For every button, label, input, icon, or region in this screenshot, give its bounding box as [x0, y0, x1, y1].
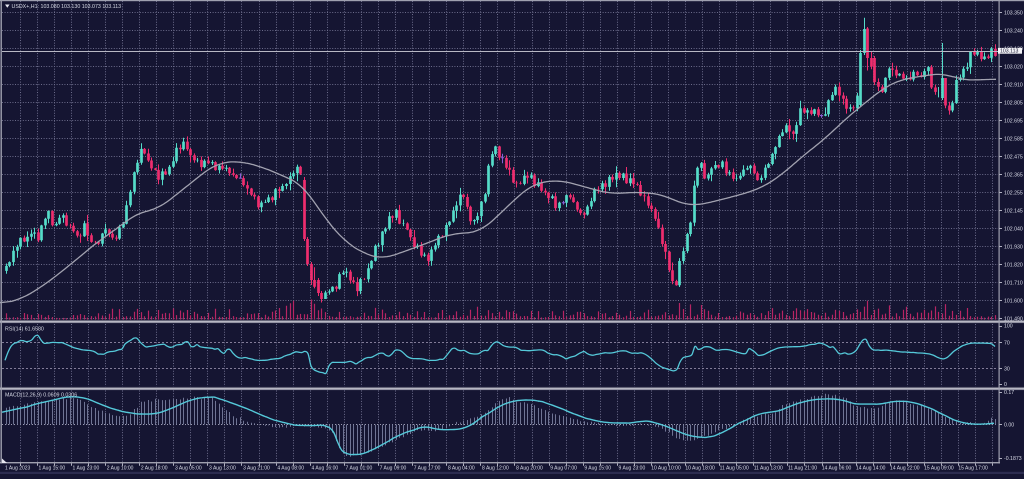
svg-text:102.910: 102.910: [1004, 82, 1023, 88]
svg-text:0.17: 0.17: [1004, 390, 1014, 396]
svg-text:102.255: 102.255: [1004, 190, 1023, 196]
svg-text:1 Aug 2023: 1 Aug 2023: [5, 466, 31, 472]
svg-text:11 Aug 05:00: 11 Aug 05:00: [720, 466, 749, 472]
svg-text:RSI(14) 61.6580: RSI(14) 61.6580: [5, 327, 44, 333]
svg-text:15 Aug 09:00: 15 Aug 09:00: [924, 466, 954, 472]
svg-text:101.930: 101.930: [1004, 244, 1023, 250]
svg-text:10 Aug 10:00: 10 Aug 10:00: [651, 466, 681, 472]
svg-text:11 Aug 21:00: 11 Aug 21:00: [788, 466, 817, 472]
svg-text:9 Aug 15:00: 9 Aug 15:00: [584, 466, 611, 472]
svg-text:7 Aug 01:00: 7 Aug 01:00: [346, 466, 373, 472]
svg-text:1 Aug 23:00: 1 Aug 23:00: [73, 466, 100, 472]
svg-text:101.820: 101.820: [1004, 262, 1023, 268]
svg-text:102.695: 102.695: [1004, 118, 1023, 124]
svg-text:103.020: 103.020: [1004, 64, 1023, 70]
svg-text:9 Aug 23:00: 9 Aug 23:00: [619, 466, 646, 472]
svg-text:0: 0: [1004, 382, 1007, 388]
svg-text:103.350: 103.350: [1004, 10, 1023, 16]
svg-text:101.600: 101.600: [1004, 298, 1023, 304]
svg-text:14 Aug 14:00: 14 Aug 14:00: [856, 466, 886, 472]
svg-text:102.040: 102.040: [1004, 226, 1023, 232]
svg-text:14 Aug 06:00: 14 Aug 06:00: [822, 466, 852, 472]
svg-text:3 Aug 13:00: 3 Aug 13:00: [209, 466, 236, 472]
svg-text:3 Aug 05:00: 3 Aug 05:00: [175, 466, 202, 472]
svg-text:USDX+,H1: 103.080 103.130 103.: USDX+,H1: 103.080 103.130 103.073 103.11…: [12, 4, 122, 10]
svg-text:-0.1873: -0.1873: [1004, 456, 1022, 462]
svg-text:8 Aug 20:00: 8 Aug 20:00: [516, 466, 543, 472]
svg-text:102.365: 102.365: [1004, 172, 1023, 178]
svg-text:9 Aug 07:00: 9 Aug 07:00: [550, 466, 577, 472]
svg-text:0.00: 0.00: [1004, 423, 1014, 429]
svg-text:2 Aug 18:00: 2 Aug 18:00: [141, 466, 168, 472]
svg-text:7 Aug 09:00: 7 Aug 09:00: [380, 466, 407, 472]
svg-text:1 Aug 15:00: 1 Aug 15:00: [38, 466, 65, 472]
svg-text:101.710: 101.710: [1004, 280, 1023, 286]
svg-text:103.240: 103.240: [1004, 28, 1023, 34]
svg-text:15 Aug 17:00: 15 Aug 17:00: [958, 466, 988, 472]
svg-text:7 Aug 17:00: 7 Aug 17:00: [414, 466, 441, 472]
svg-text:3 Aug 21:00: 3 Aug 21:00: [243, 466, 270, 472]
svg-text:101.490: 101.490: [1004, 316, 1023, 322]
svg-text:8 Aug 04:00: 8 Aug 04:00: [448, 466, 475, 472]
svg-text:102.145: 102.145: [1004, 208, 1023, 214]
svg-text:102.805: 102.805: [1004, 100, 1023, 106]
svg-text:MACD(12,26,9) 0.0609 0.0306: MACD(12,26,9) 0.0609 0.0306: [5, 392, 77, 398]
svg-text:10 Aug 18:00: 10 Aug 18:00: [685, 466, 715, 472]
svg-text:102.475: 102.475: [1004, 154, 1023, 160]
svg-text:102.585: 102.585: [1004, 136, 1023, 142]
svg-text:4 Aug 08:00: 4 Aug 08:00: [277, 466, 304, 472]
svg-text:70: 70: [1004, 341, 1010, 347]
svg-text:4 Aug 16:00: 4 Aug 16:00: [311, 466, 338, 472]
svg-text:14 Aug 22:00: 14 Aug 22:00: [890, 466, 920, 472]
svg-text:30: 30: [1004, 367, 1010, 373]
svg-text:2 Aug 10:00: 2 Aug 10:00: [107, 466, 134, 472]
svg-text:100: 100: [1004, 324, 1013, 330]
svg-text:103.113: 103.113: [1000, 49, 1018, 55]
svg-text:8 Aug 12:00: 8 Aug 12:00: [482, 466, 509, 472]
svg-text:11 Aug 13:00: 11 Aug 13:00: [754, 466, 783, 472]
